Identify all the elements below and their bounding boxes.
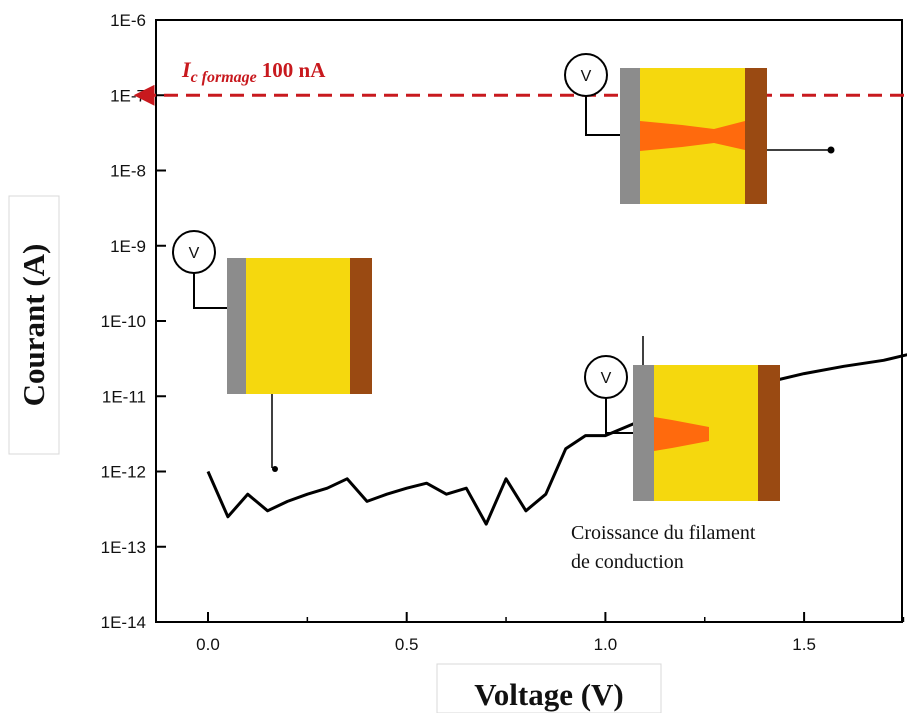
caption-filament-line2: de conduction — [571, 551, 684, 573]
x-tick-label: 1.5 — [792, 635, 816, 654]
x-tick-label: 0.0 — [196, 635, 220, 654]
device-inset-filament-formed: V — [564, 53, 835, 204]
inset-pointer-dot — [272, 466, 278, 472]
y-tick-label: 1E-8 — [110, 162, 146, 181]
y-tick-label: 1E-14 — [101, 613, 146, 632]
x-axis-title-box — [436, 663, 662, 713]
y-tick-label: 1E-9 — [110, 237, 146, 256]
y-axis-title: Courant (A) — [16, 244, 51, 407]
inset-left-electrode — [620, 68, 640, 204]
caption-filament-line1: Croissance du filament — [571, 522, 756, 544]
y-tick-label: 1E-12 — [101, 463, 146, 482]
inset-pointer-dot — [827, 146, 835, 154]
inset-filament — [654, 417, 709, 451]
voltmeter-symbol: V — [601, 370, 612, 387]
device-inset-filament-growth: V — [584, 336, 780, 501]
y-axis-title-box — [8, 195, 60, 455]
inset-right-electrode — [745, 68, 767, 204]
x-tick-label: 1.0 — [594, 635, 618, 654]
voltmeter-wire — [193, 273, 227, 309]
voltmeter-wire — [585, 96, 620, 136]
current-compliance-label: Ic formage 100 nA — [181, 57, 326, 86]
y-tick-label: 1E-6 — [110, 11, 146, 30]
y-tick-label: 1E-11 — [102, 387, 146, 406]
tick-label-group: 0.00.51.01.52.02.53.03.51E-141E-131E-121… — [101, 11, 816, 654]
y-tick-label: 1E-13 — [101, 538, 146, 557]
inset-right-electrode — [350, 258, 372, 394]
y-tick-label: 1E-7 — [110, 86, 146, 105]
x-tick-label: 0.5 — [395, 635, 419, 654]
voltmeter-symbol: V — [189, 245, 200, 262]
inset-filament — [640, 121, 745, 151]
inset-oxide — [246, 258, 350, 394]
voltmeter-symbol: V — [581, 68, 592, 85]
inset-left-electrode — [227, 258, 246, 394]
tick-group — [156, 19, 905, 623]
device-inset-pristine: V — [172, 230, 372, 472]
voltmeter-wire — [605, 398, 633, 434]
y-tick-label: 1E-10 — [101, 312, 146, 331]
inset-left-electrode — [633, 365, 654, 501]
inset-right-electrode — [758, 365, 780, 501]
x-axis-title: Voltage (V) — [474, 677, 624, 712]
